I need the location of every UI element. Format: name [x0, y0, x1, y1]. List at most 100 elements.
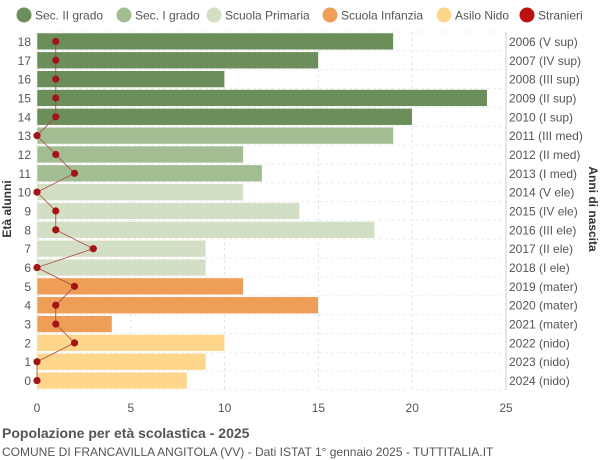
legend-item: Sec. I grado [116, 7, 200, 23]
age-tick-label: 9 [24, 205, 31, 219]
chart-title: Popolazione per età scolastica - 2025 [2, 425, 250, 441]
birth-year-tick-label: 2019 (mater) [509, 280, 578, 294]
birth-year-tick-label: 2018 (I ele) [509, 261, 570, 275]
birth-year-tick-label: 2023 (nido) [509, 355, 570, 369]
age-tick-label: 0 [24, 374, 31, 388]
birth-year-tick-label: 2016 (III ele) [509, 223, 576, 237]
legend-item: Scuola Primaria [206, 7, 310, 23]
birth-year-tick-label: 2017 (II ele) [509, 242, 573, 256]
x-tick-label: 10 [218, 401, 232, 415]
age-tick-label: 12 [18, 148, 32, 162]
legend-item: Asilo Nido [436, 7, 509, 23]
bar [36, 51, 319, 69]
age-tick-label: 18 [18, 35, 32, 49]
y-axis-title-right: Anni di nascita [586, 166, 600, 252]
stranieri-point [33, 132, 41, 140]
birth-year-tick-label: 2022 (nido) [509, 336, 570, 350]
birth-year-tick-label: 2014 (V ele) [509, 186, 574, 200]
legend-swatch [16, 7, 32, 23]
stranieri-point [70, 169, 79, 177]
chart-subtitle: COMUNE DI FRANCAVILLA ANGITOLA (VV) - Da… [2, 445, 494, 459]
bar [36, 89, 488, 107]
age-tick-label: 3 [24, 318, 31, 332]
bar [36, 334, 225, 352]
stranieri-point [52, 113, 60, 121]
age-tick-label: 8 [24, 223, 31, 237]
legend-label: Scuola Infanzia [341, 9, 423, 23]
bar [36, 277, 244, 296]
legend-swatch [206, 7, 222, 23]
age-tick-label: 7 [24, 242, 31, 256]
birth-year-tick-label: 2013 (I med) [509, 167, 577, 181]
birth-year-tick-label: 2012 (II med) [509, 148, 580, 162]
age-tick-label: 15 [18, 91, 32, 105]
stranieri-point [52, 94, 60, 102]
chart: Sec. II grado Sec. I grado Scuola Primaria… [0, 7, 600, 415]
legend-swatch [322, 7, 338, 23]
bar [36, 353, 207, 371]
age-tick-label: 13 [18, 129, 32, 143]
birth-year-tick-label: 2021 (mater) [509, 318, 578, 332]
legend-swatch [116, 7, 132, 23]
bars [36, 32, 488, 390]
stranieri-point [52, 301, 60, 309]
legend-label: Asilo Nido [455, 9, 509, 23]
bar [36, 108, 413, 126]
stranieri-point [52, 320, 60, 328]
legend-label: Sec. II grado [35, 9, 103, 23]
stranieri-point [70, 282, 79, 290]
bar [36, 202, 300, 220]
age-tick-label: 14 [18, 110, 32, 124]
x-tick-label: 25 [499, 401, 513, 415]
stranieri-point [89, 245, 97, 253]
bar [36, 145, 244, 164]
legend-label: Scuola Primaria [225, 9, 310, 23]
age-tick-label: 11 [19, 167, 32, 181]
grid [36, 31, 507, 391]
x-tick-label: 15 [312, 401, 326, 415]
stranieri-point [33, 188, 41, 196]
age-tick-label: 10 [18, 186, 32, 200]
legend-label: Sec. I grado [135, 9, 200, 23]
birth-year-tick-label: 2024 (nido) [509, 374, 570, 388]
stranieri-point [33, 263, 41, 272]
age-tick-label: 1 [24, 355, 31, 369]
bar [36, 315, 113, 333]
stranieri-point [33, 376, 41, 385]
stranieri-point [52, 226, 60, 234]
birth-year-tick-label: 2015 (IV ele) [509, 205, 578, 219]
bar [36, 240, 207, 258]
stranieri-series [33, 37, 97, 385]
stranieri-point [52, 75, 60, 83]
age-tick-label: 4 [24, 299, 31, 313]
birth-year-tick-label: 2007 (IV sup) [509, 54, 581, 68]
legend: Sec. II grado Sec. I grado Scuola Primaria… [16, 7, 583, 23]
bar [36, 32, 394, 51]
legend-item: Stranieri [519, 7, 583, 23]
legend-label: Stranieri [538, 9, 583, 23]
legend-swatch [436, 7, 452, 23]
birth-year-tick-label: 2006 (V sup) [509, 35, 578, 49]
bar [36, 70, 225, 88]
stranieri-point [33, 358, 41, 366]
stranieri-point [52, 37, 60, 46]
legend-item: Sec. II grado [16, 7, 103, 23]
y-axis-title-left: Età alunni [0, 180, 14, 237]
birth-year-tick-label: 2008 (III sup) [509, 73, 580, 87]
x-tick-label: 0 [34, 401, 41, 415]
stranieri-point [52, 56, 60, 64]
bar [36, 126, 394, 145]
bar [36, 258, 207, 277]
bar [36, 296, 319, 314]
bar [36, 221, 375, 239]
legend-item: Scuola Infanzia [322, 7, 423, 23]
bar [36, 371, 188, 390]
bar [36, 183, 244, 201]
legend-swatch [519, 7, 535, 23]
age-tick-label: 17 [18, 54, 32, 68]
stranieri-point [70, 339, 79, 347]
age-tick-label: 5 [24, 280, 31, 294]
age-tick-label: 2 [24, 336, 31, 350]
birth-year-tick-label: 2011 (III med) [509, 129, 583, 143]
x-tick-label: 5 [127, 401, 134, 415]
